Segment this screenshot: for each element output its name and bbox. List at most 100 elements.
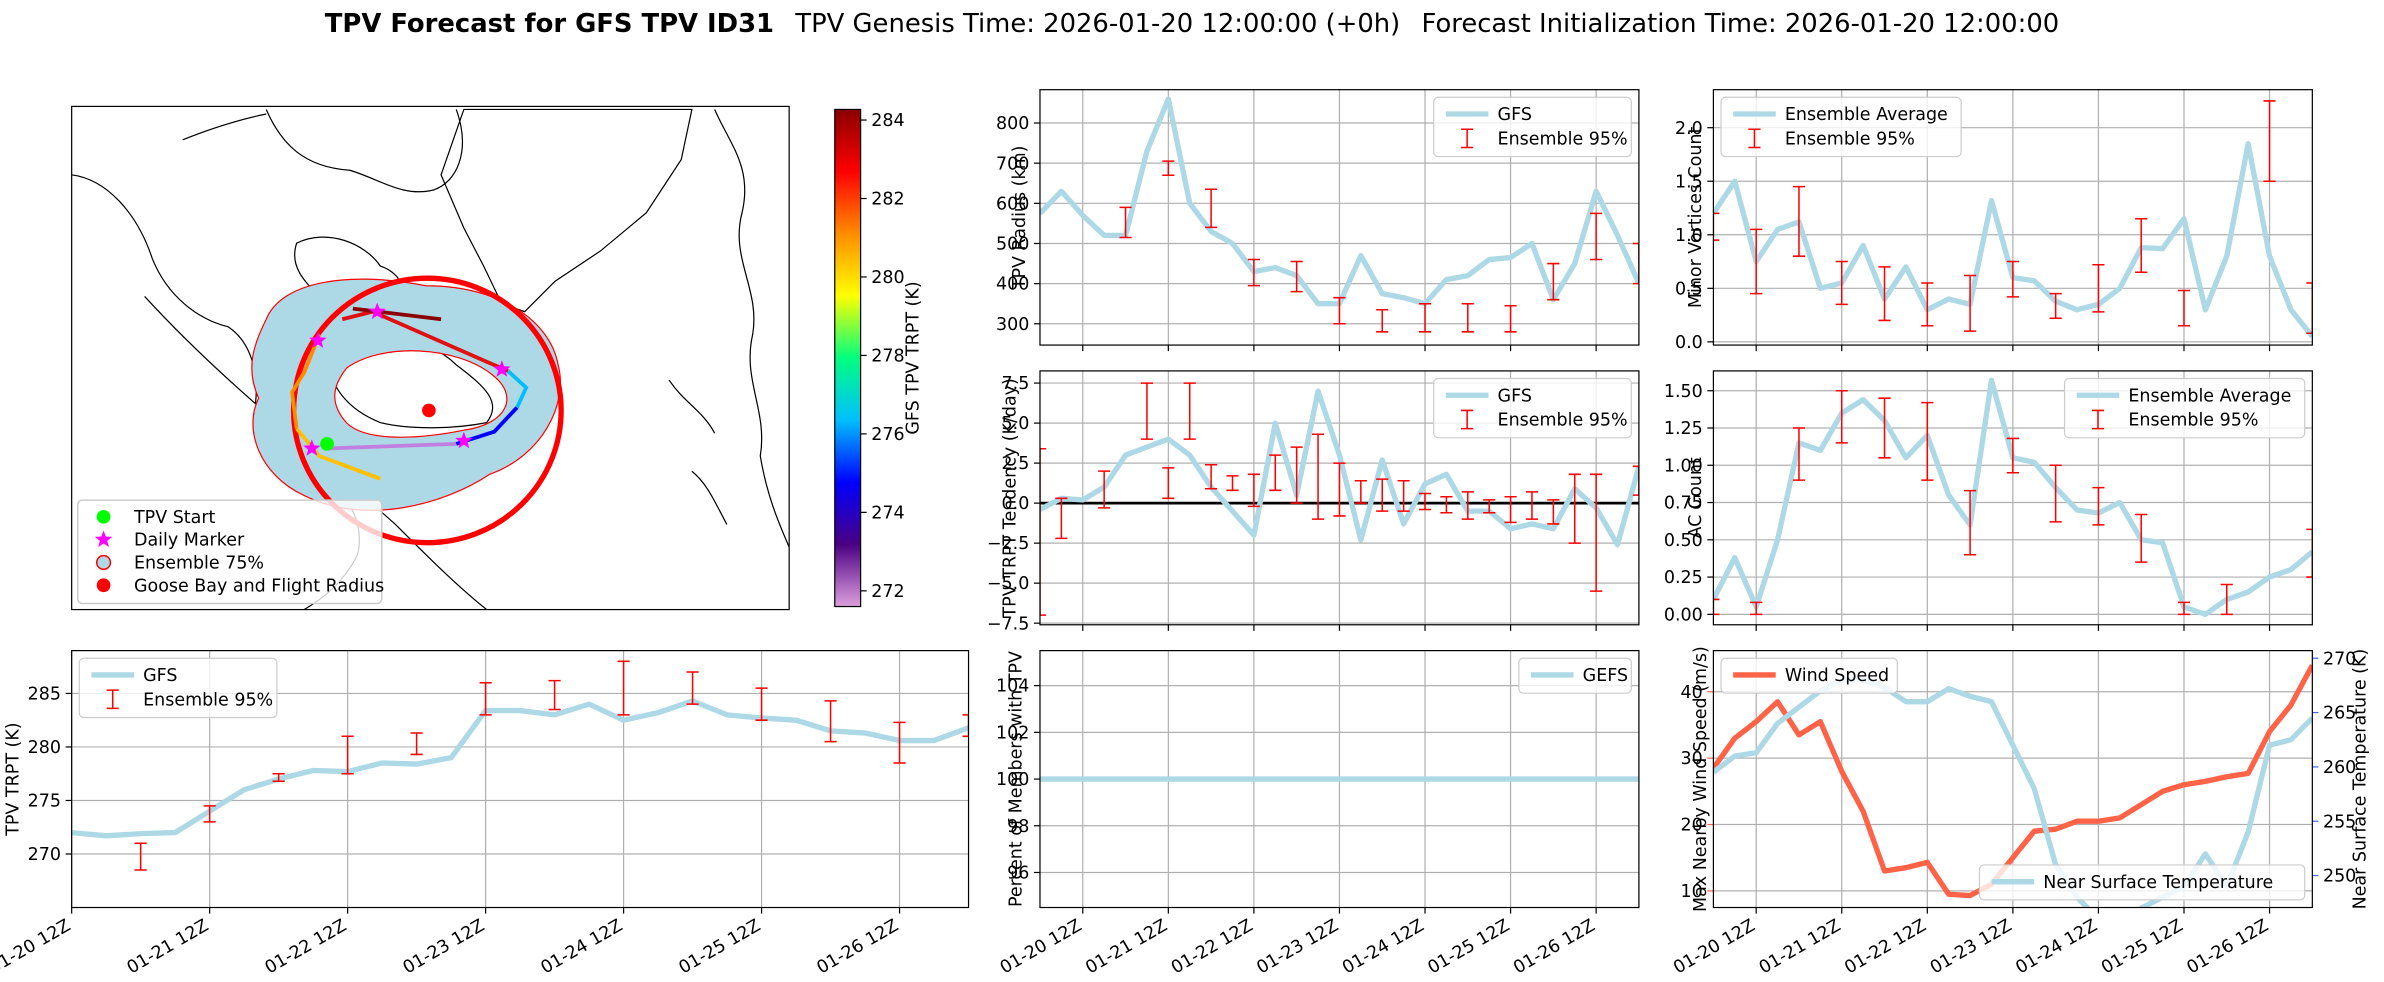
coastline	[714, 109, 790, 548]
y-tick-label: 20	[1681, 816, 1703, 836]
plot-frame	[1712, 370, 2313, 626]
legend: GFS Ensemble 95%	[1433, 377, 1632, 439]
error-bar	[1290, 446, 1303, 504]
legend-label: Ensemble 95%	[2128, 411, 2258, 431]
error-bar	[1921, 282, 1934, 327]
error-bar	[1525, 491, 1539, 520]
error-bar	[1418, 302, 1432, 333]
y2-tick-label: 265	[2323, 704, 2356, 724]
track-segment	[326, 441, 457, 451]
legend-label: Ensemble 95%	[1498, 129, 1628, 149]
legend-label: GFS	[1498, 386, 1532, 406]
error-bar	[2135, 513, 2148, 563]
legend: Wind Speed	[1720, 657, 1898, 694]
error-bar	[1713, 598, 1720, 616]
y-tick-label: 2.5	[1002, 454, 1030, 474]
map-frame	[71, 105, 790, 611]
title-main: TPV Forecast for GFS TPV ID31	[325, 9, 774, 39]
legend-swatch	[1461, 128, 1474, 149]
y-axis-label: AC Count	[1686, 457, 1706, 538]
marker-circle	[95, 554, 112, 571]
y-tick-label: 700	[996, 154, 1029, 174]
series-line	[1713, 663, 2313, 899]
error-bar	[1354, 479, 1367, 504]
y2-tick-label: 270	[2323, 649, 2356, 669]
plot-area	[1713, 377, 2313, 618]
error-bar	[2177, 289, 2191, 327]
error-bar	[686, 671, 699, 705]
error-bar	[1183, 382, 1196, 440]
ensemble-envelope	[251, 278, 561, 511]
title-init: Forecast Initialization Time: 2026-01-20…	[1422, 9, 2060, 39]
colorbar-tick-label: 274	[871, 503, 904, 523]
track-segment	[352, 306, 442, 322]
series-line	[71, 698, 969, 839]
plot-frame	[1712, 89, 2313, 346]
plot-area	[71, 660, 969, 871]
y-tick-label: 800	[996, 114, 1029, 134]
y-tick-label: 500	[996, 235, 1029, 255]
y-axis-label: TPV TRPT Tendency (K/day)	[1001, 378, 1021, 618]
error-bar	[1376, 478, 1389, 512]
error-bar	[1333, 296, 1346, 325]
marker-circle	[422, 403, 436, 418]
legend-box	[1518, 657, 1632, 694]
map-markers	[303, 302, 511, 456]
colorbar-tick-label: 272	[871, 582, 904, 602]
error-bar	[1440, 495, 1453, 514]
coastline	[668, 379, 728, 525]
legend-label: Wind Speed	[1785, 666, 1889, 686]
error-bar	[1290, 260, 1303, 293]
y-tick-label: 98	[1007, 817, 1029, 837]
y-axis-label: Minor Vortices Count	[1686, 126, 1706, 308]
error-bar	[1461, 302, 1474, 333]
legend: GFS Ensemble 95%	[78, 657, 278, 719]
error-bar	[1632, 242, 1639, 285]
error-bar	[2306, 528, 2313, 578]
legend-label: Daily Marker	[134, 531, 245, 551]
error-bar	[1162, 467, 1175, 500]
error-bar	[893, 721, 906, 764]
error-bar	[1547, 262, 1560, 301]
error-bar	[272, 772, 285, 782]
coastline	[440, 108, 693, 313]
legend: Near Surface Temperature	[1978, 864, 2306, 901]
error-bar	[2049, 292, 2062, 320]
error-bar	[341, 735, 354, 775]
error-bar	[1750, 228, 1763, 295]
marker-star	[368, 302, 386, 319]
y-tick-label: 2.0	[1675, 119, 1703, 139]
y-axis-label: TPV TRPT (K)	[3, 722, 23, 836]
plot-frame	[1039, 650, 1640, 909]
error-bar	[1921, 401, 1934, 481]
y-axis-label: Percent of Members with TPV	[1007, 651, 1027, 907]
track-segment	[341, 309, 509, 373]
plot-area	[1713, 100, 2313, 339]
legend-label: Ensemble 95%	[143, 690, 273, 710]
y-tick-label: 102	[996, 723, 1029, 743]
error-bar	[1878, 397, 1891, 459]
error-bar	[824, 700, 837, 743]
error-bar	[1632, 465, 1639, 496]
plot-area	[1039, 382, 1639, 616]
error-bar	[1376, 308, 1389, 333]
legend-label: TPV Start	[133, 508, 216, 528]
error-bar	[617, 660, 630, 716]
marker-star	[303, 439, 321, 456]
colorbar-label: GFS TPV TRPT (K)	[903, 281, 923, 434]
y-tick-label: 0.00	[1664, 605, 1703, 625]
plot-area	[1039, 96, 1639, 333]
plot-frame	[1712, 650, 2313, 909]
colorbar-tick-label: 278	[871, 347, 904, 367]
legend-box	[2063, 377, 2306, 439]
panel: 0.00 0.25 0.50 0.75 1.00 1.25 1.50 AC Count Ense…	[1664, 370, 2313, 631]
y-tick-label: 100	[996, 770, 1029, 790]
colorbar	[834, 108, 862, 608]
track-segment	[506, 369, 529, 409]
error-bar	[134, 842, 147, 871]
error-bar	[1964, 274, 1977, 332]
y-tick-label: 1.5	[1675, 172, 1703, 192]
